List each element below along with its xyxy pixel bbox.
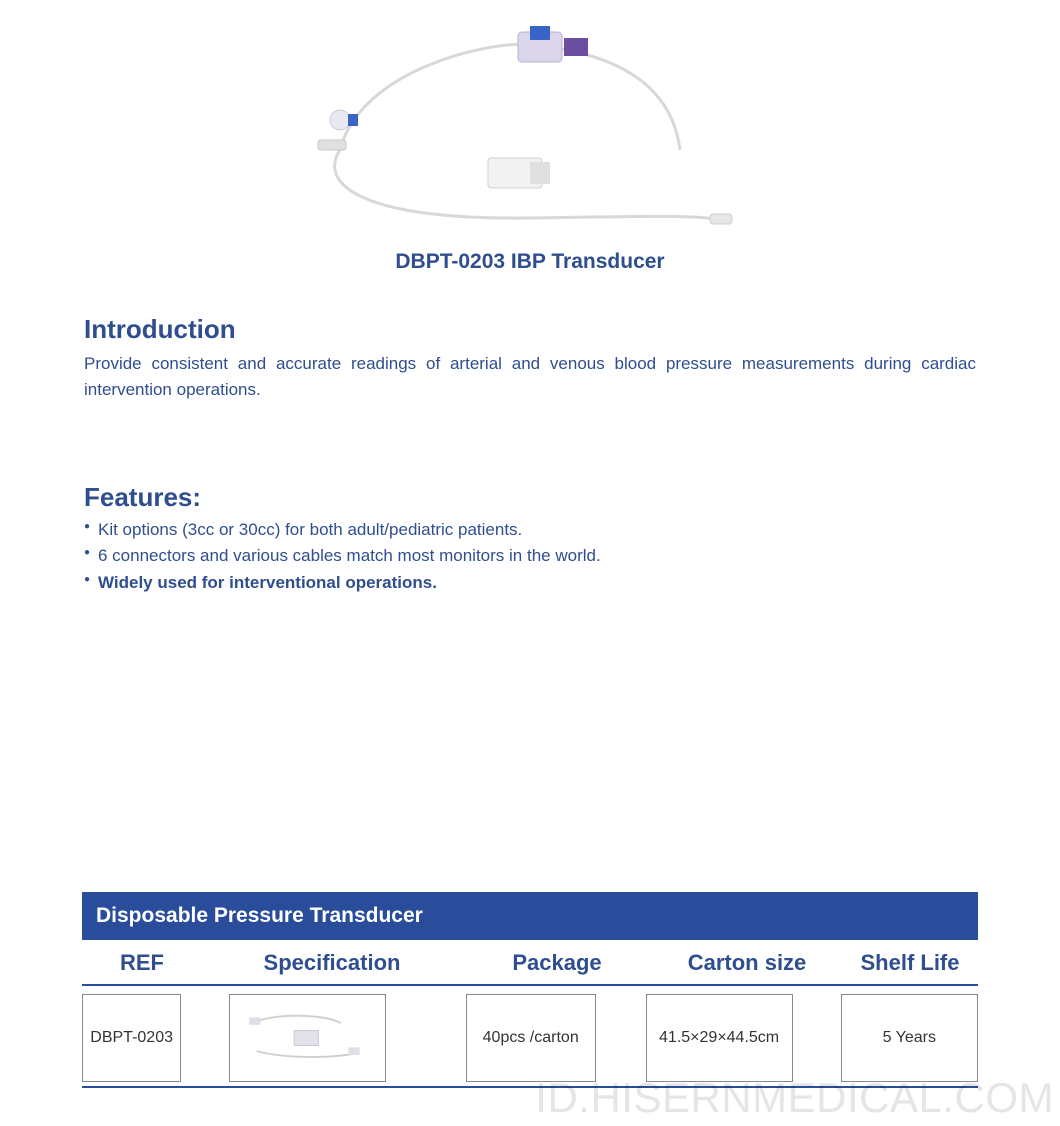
product-image bbox=[230, 10, 830, 240]
feature-item: 6 connectors and various cables match mo… bbox=[84, 543, 976, 569]
cell-carton: 41.5×29×44.5cm bbox=[646, 994, 793, 1082]
table-header-row: REF Specification Package Carton size Sh… bbox=[82, 940, 978, 986]
col-header-pkg: Package bbox=[462, 950, 652, 976]
feature-item: Kit options (3cc or 30cc) for both adult… bbox=[84, 517, 976, 543]
watermark-text: ID.HISERNMEDICAL.COM bbox=[535, 1074, 1054, 1122]
features-heading: Features: bbox=[84, 482, 976, 513]
cell-shelf: 5 Years bbox=[841, 994, 978, 1082]
product-title: DBPT-0203 IBP Transducer bbox=[0, 250, 1060, 274]
feature-list: Kit options (3cc or 30cc) for both adult… bbox=[84, 517, 976, 596]
transducer-illustration bbox=[230, 10, 830, 240]
table-title: Disposable Pressure Transducer bbox=[82, 892, 978, 940]
cell-ref: DBPT-0203 bbox=[82, 994, 181, 1082]
table-row: DBPT-0203 40pcs /carton 41.5×29×44.5cm 5… bbox=[82, 986, 978, 1088]
cell-package: 40pcs /carton bbox=[466, 994, 596, 1082]
spec-thumbnail bbox=[238, 1003, 377, 1073]
col-header-shelf: Shelf Life bbox=[842, 950, 978, 976]
spec-table: Disposable Pressure Transducer REF Speci… bbox=[82, 892, 978, 1088]
col-header-cart: Carton size bbox=[652, 950, 842, 976]
cell-spec bbox=[229, 994, 386, 1082]
feature-item: Widely used for interventional operation… bbox=[84, 570, 976, 596]
intro-body: Provide consistent and accurate readings… bbox=[84, 351, 976, 402]
col-header-ref: REF bbox=[82, 950, 202, 976]
intro-heading: Introduction bbox=[84, 314, 976, 345]
col-header-spec: Specification bbox=[202, 950, 462, 976]
